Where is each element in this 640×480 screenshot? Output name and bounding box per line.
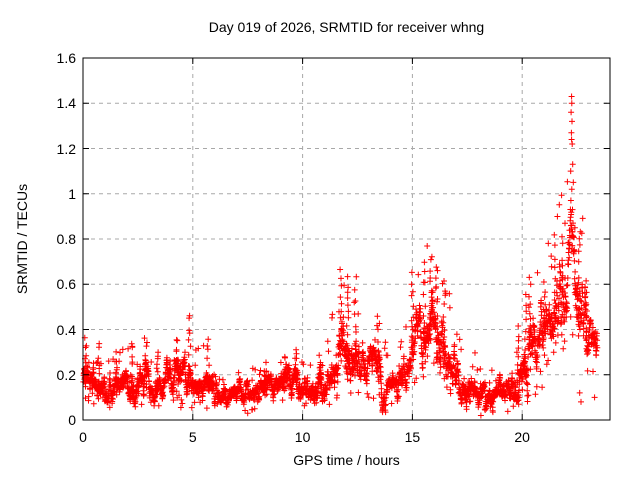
x-tick-label: 20 — [514, 429, 530, 445]
y-tick-label: 0.6 — [56, 276, 76, 293]
y-tick-label: 0.4 — [56, 321, 76, 338]
y-tick-label: 1.6 — [56, 50, 76, 66]
y-tick-label: 1.4 — [56, 95, 76, 112]
y-tick-label: 0 — [68, 412, 76, 428]
y-tick-label: 0.2 — [56, 366, 76, 383]
y-tick-label: 1 — [68, 185, 76, 202]
y-tick-label: 1.2 — [56, 140, 76, 157]
chart-title: Day 019 of 2026, SRMTID for receiver whn… — [208, 19, 485, 35]
y-tick-label: 0.8 — [56, 231, 76, 247]
x-tick-label: 10 — [294, 429, 311, 445]
x-tick-label: 15 — [404, 429, 421, 445]
x-axis-label: GPS time / hours — [293, 452, 400, 468]
x-tick-label: 5 — [188, 429, 197, 445]
x-tick-label: 0 — [79, 429, 87, 445]
